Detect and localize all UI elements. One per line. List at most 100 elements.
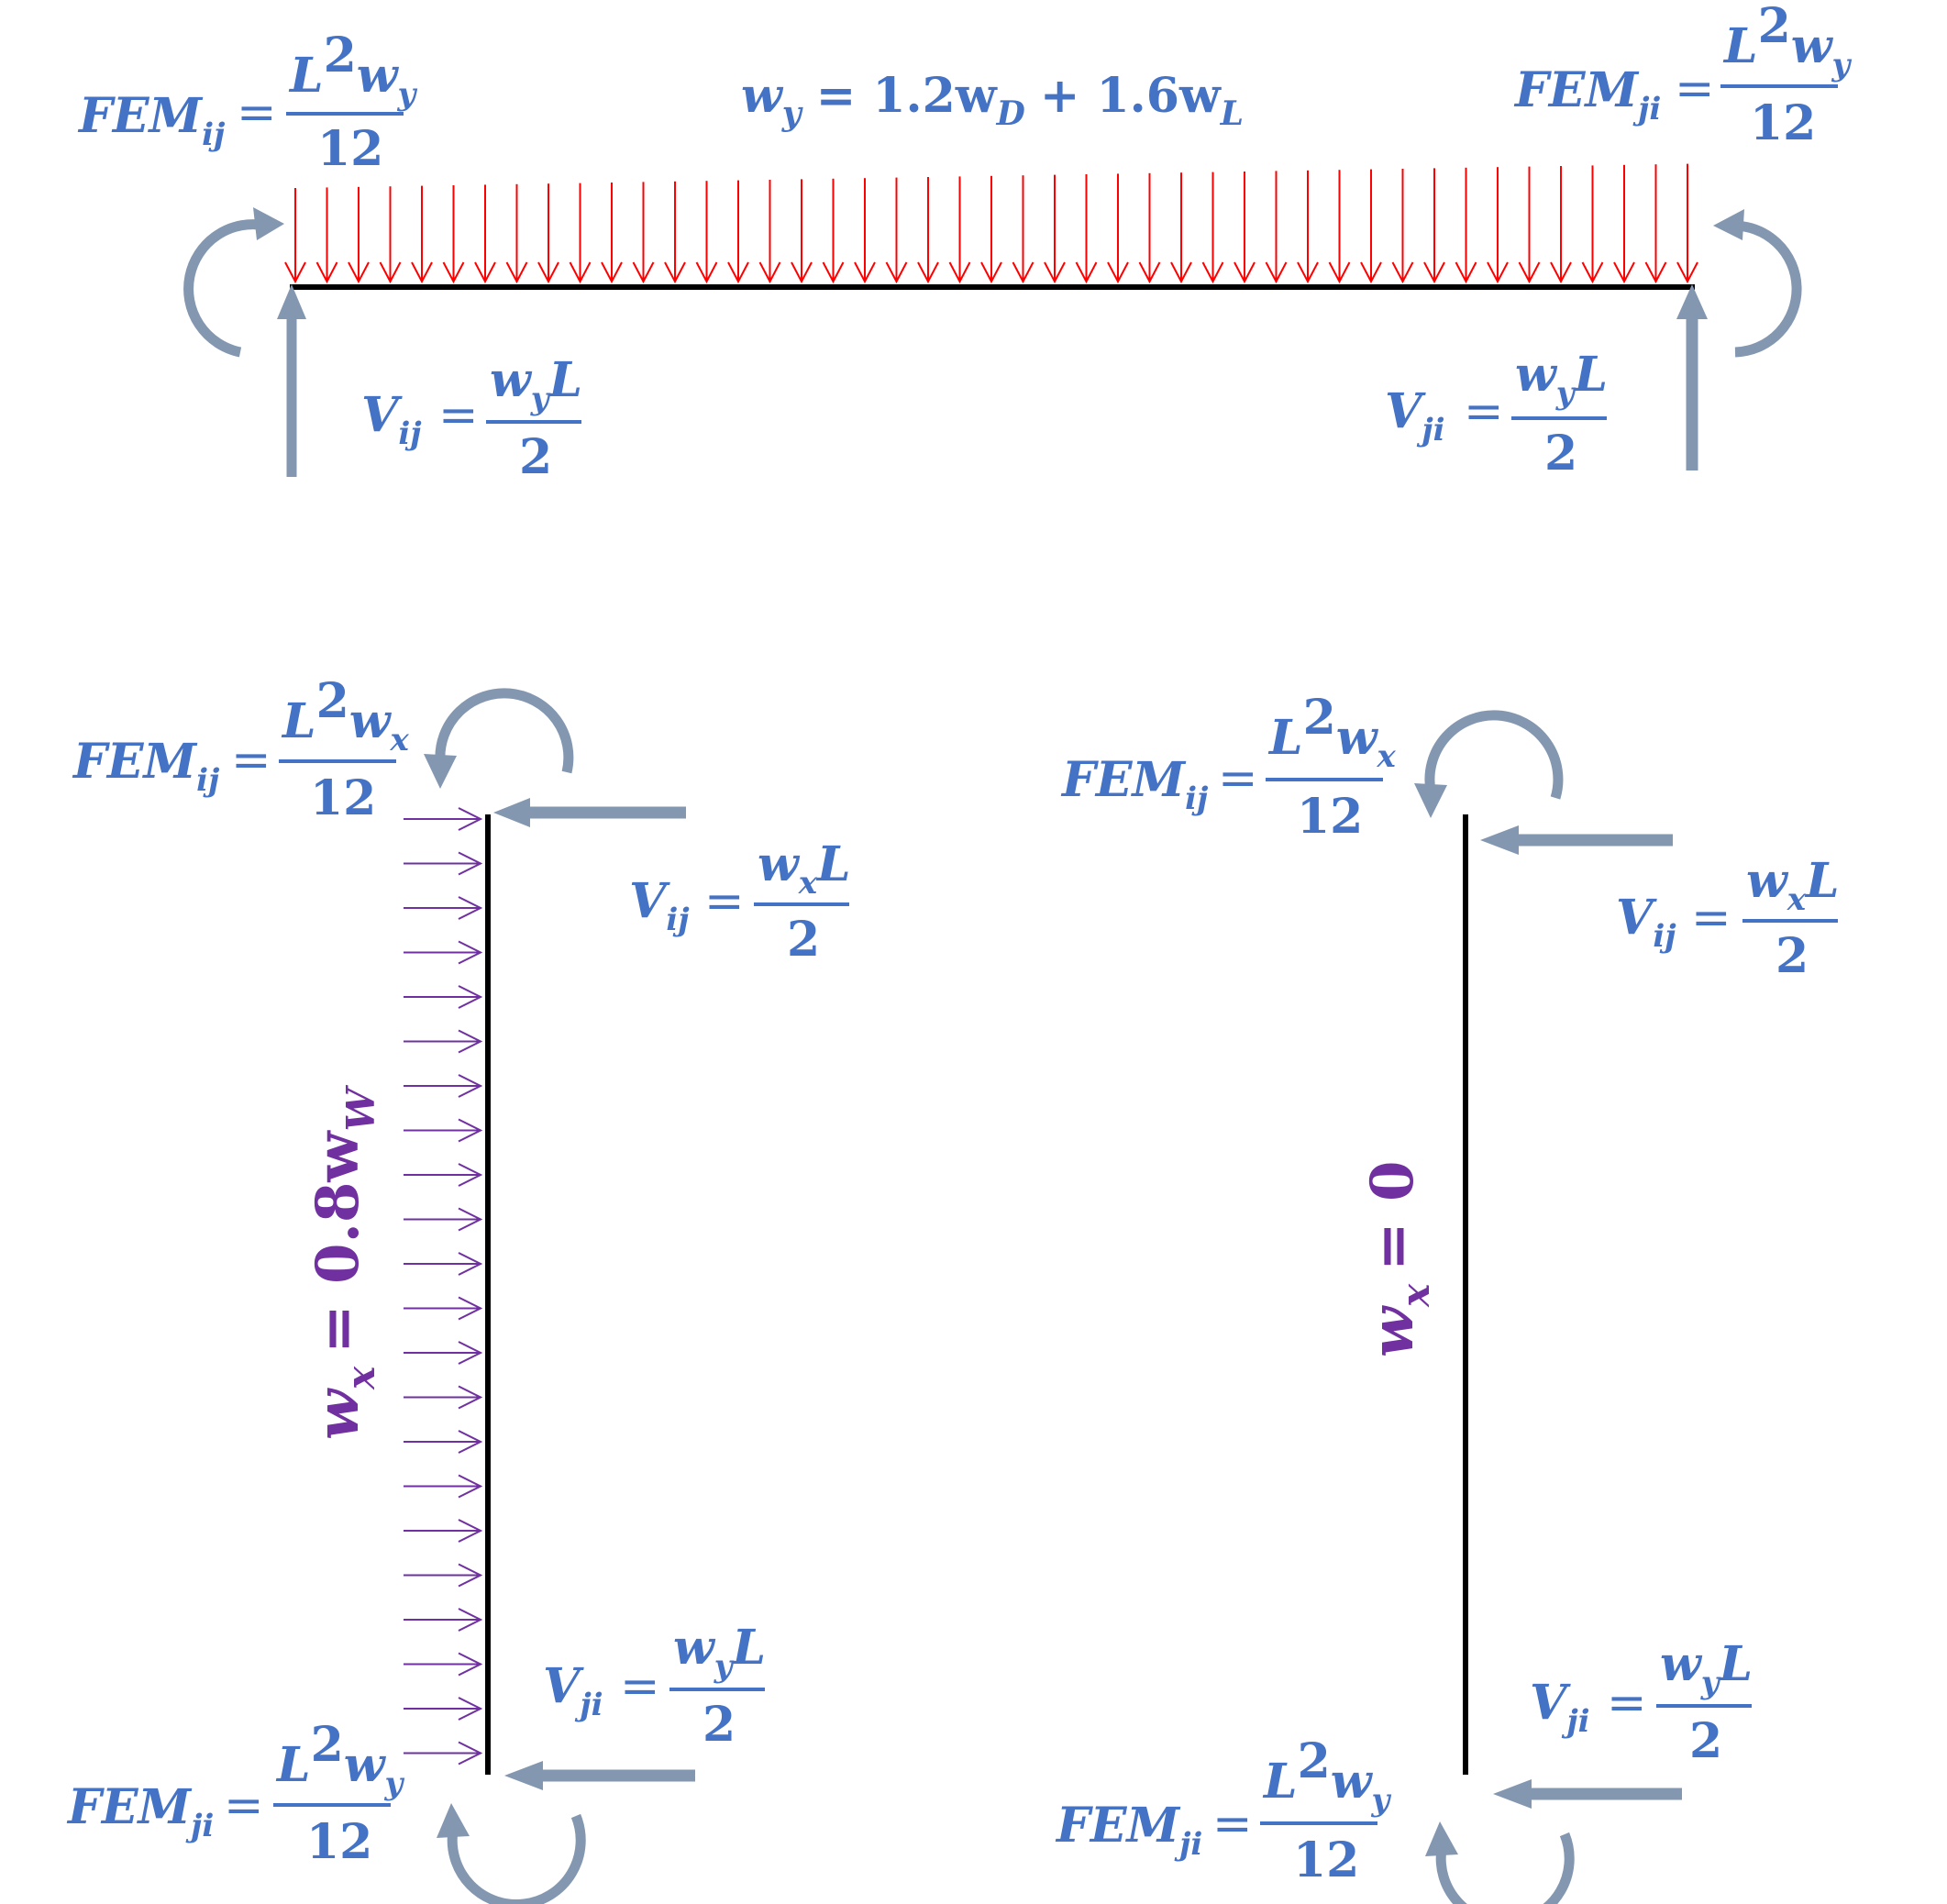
column-load-arrow xyxy=(404,1296,483,1321)
beam-load-arrow xyxy=(1201,172,1224,284)
left-column-bottom-moment-arrow xyxy=(437,1803,586,1904)
column-distributed-load-arrows xyxy=(404,807,483,1766)
svg-text:Vji: Vji xyxy=(1385,383,1445,448)
column-load-arrow xyxy=(404,1207,483,1232)
beam-load-arrow xyxy=(315,187,338,284)
left-column-top-shear-arrow xyxy=(493,798,686,827)
svg-text:12: 12 xyxy=(1293,1832,1359,1888)
beam-load-arrow xyxy=(727,180,749,284)
right-column-top-shear-arrow xyxy=(1480,825,1673,855)
beam-right-moment-arrow xyxy=(1713,209,1802,358)
left-column-top-moment-arrow xyxy=(424,688,574,789)
svg-text:2: 2 xyxy=(1776,928,1809,984)
svg-text:Vij: Vij xyxy=(629,873,690,938)
beam-load-arrow xyxy=(348,186,370,284)
column-load-arrow xyxy=(404,1252,483,1276)
svg-text:Vij: Vij xyxy=(361,387,422,452)
svg-text:FEMji: FEMji xyxy=(1055,1798,1202,1863)
svg-text:wyL: wyL xyxy=(673,1620,766,1685)
left-column-shear-ji-formula: Vji = wyL 2 xyxy=(543,1620,766,1753)
column-load-arrow xyxy=(404,1608,483,1632)
svg-text:L2wy: L2wy xyxy=(288,28,418,113)
svg-text:=: = xyxy=(438,388,479,443)
beam-load-arrow xyxy=(664,181,686,284)
svg-text:=: = xyxy=(1607,1676,1647,1731)
right-column-load-label: wx= 0 xyxy=(1358,1160,1438,1357)
column-load-arrow xyxy=(404,807,483,831)
right-column-group: wx= 0 FEMij = L2wx 12 Vij = wxL 2 Vji = … xyxy=(1055,690,1840,1904)
right-column-bottom-shear-arrow xyxy=(1493,1779,1682,1809)
beam-load-arrow xyxy=(1044,174,1066,284)
right-column-bottom-moment-arrow xyxy=(1425,1821,1575,1904)
svg-text:wyL: wyL xyxy=(1660,1636,1753,1701)
right-column-shear-ji-formula: Vji = wyL 2 xyxy=(1530,1636,1753,1769)
svg-text:wyL: wyL xyxy=(1515,347,1608,412)
svg-text:=: = xyxy=(224,1778,264,1833)
svg-text:12: 12 xyxy=(1297,789,1363,845)
svg-text:wxL: wxL xyxy=(1746,853,1840,918)
beam-right-shear-arrow xyxy=(1676,284,1708,470)
beam-load-arrow xyxy=(917,177,939,284)
svg-text:=: = xyxy=(1464,384,1504,439)
beam-load-arrow xyxy=(474,184,496,284)
svg-text:=: = xyxy=(1691,891,1731,946)
left-column-load-label: wx= 0.8wW xyxy=(304,1085,383,1440)
svg-text:=: = xyxy=(237,85,277,140)
beam-load-arrow xyxy=(1423,168,1445,284)
beam-load-arrow xyxy=(284,188,306,284)
column-load-arrow xyxy=(404,1652,483,1677)
svg-text:=: = xyxy=(231,733,271,788)
beam-load-arrow xyxy=(601,183,623,284)
column-load-arrow xyxy=(404,1474,483,1499)
svg-text:2: 2 xyxy=(1544,426,1577,482)
svg-text:=: = xyxy=(704,874,745,929)
beam-fem-ij-formula: FEMij = L2wy 12 xyxy=(77,28,418,177)
beam-load-arrow xyxy=(379,186,402,284)
column-load-arrow xyxy=(404,851,483,876)
beam-load-arrow xyxy=(1360,169,1382,284)
beam-load-arrow xyxy=(854,178,876,284)
svg-text:=: = xyxy=(620,1659,660,1714)
beam-load-arrow xyxy=(1455,167,1477,284)
svg-text:2: 2 xyxy=(519,429,552,485)
beam-load-arrow xyxy=(695,181,718,284)
right-column-fem-ij-formula: FEMij = L2wx 12 xyxy=(1060,690,1397,845)
beam-left-shear-arrow xyxy=(277,284,306,477)
svg-text:=: = xyxy=(1212,1797,1253,1852)
beam-left-moment-arrow xyxy=(183,207,284,358)
beam-load-arrow xyxy=(1487,167,1509,284)
svg-text:2: 2 xyxy=(787,912,820,968)
left-column-fem-ji-formula: FEMji = L2wy 12 xyxy=(66,1717,405,1870)
svg-text:Vji: Vji xyxy=(543,1658,603,1723)
svg-text:L2wy: L2wy xyxy=(1262,1733,1392,1819)
beam-load-arrow xyxy=(1391,169,1414,284)
beam-load-arrow xyxy=(1518,166,1541,284)
beam-load-arrow xyxy=(758,180,781,284)
beam-load-arrow xyxy=(1075,174,1098,284)
svg-text:12: 12 xyxy=(317,121,383,177)
svg-text:L2wy: L2wy xyxy=(1722,0,1853,83)
beam-load-arrow xyxy=(1297,170,1319,284)
column-load-arrow xyxy=(404,1074,483,1098)
right-column-shear-ij-formula: Vij = wxL 2 xyxy=(1616,853,1840,984)
svg-text:FEMij: FEMij xyxy=(77,88,226,153)
beam-load-arrow xyxy=(885,177,908,284)
beam-distributed-load-arrows xyxy=(284,163,1698,284)
svg-text:FEMji: FEMji xyxy=(1513,62,1661,127)
svg-text:Vij: Vij xyxy=(1616,890,1676,955)
column-load-arrow xyxy=(404,1430,483,1454)
beam-load-arrow xyxy=(632,182,655,284)
left-column-shear-ij-formula: Vij = wxL 2 xyxy=(629,836,851,968)
svg-text:12: 12 xyxy=(310,770,376,826)
right-column-top-moment-arrow xyxy=(1414,710,1564,818)
svg-text:FEMij: FEMij xyxy=(72,734,220,799)
beam-load-arrow xyxy=(1644,164,1667,284)
right-column-fem-ji-formula: FEMji = L2wy 12 xyxy=(1055,1733,1392,1888)
column-load-arrow xyxy=(404,1697,483,1721)
svg-text:12: 12 xyxy=(1750,95,1816,151)
beam-load-arrow xyxy=(442,185,465,284)
left-column-fem-ij-formula: FEMij = L2wx 12 xyxy=(72,673,410,826)
column-load-arrow xyxy=(404,940,483,965)
svg-text:12: 12 xyxy=(306,1814,372,1870)
column-load-arrow xyxy=(404,985,483,1009)
